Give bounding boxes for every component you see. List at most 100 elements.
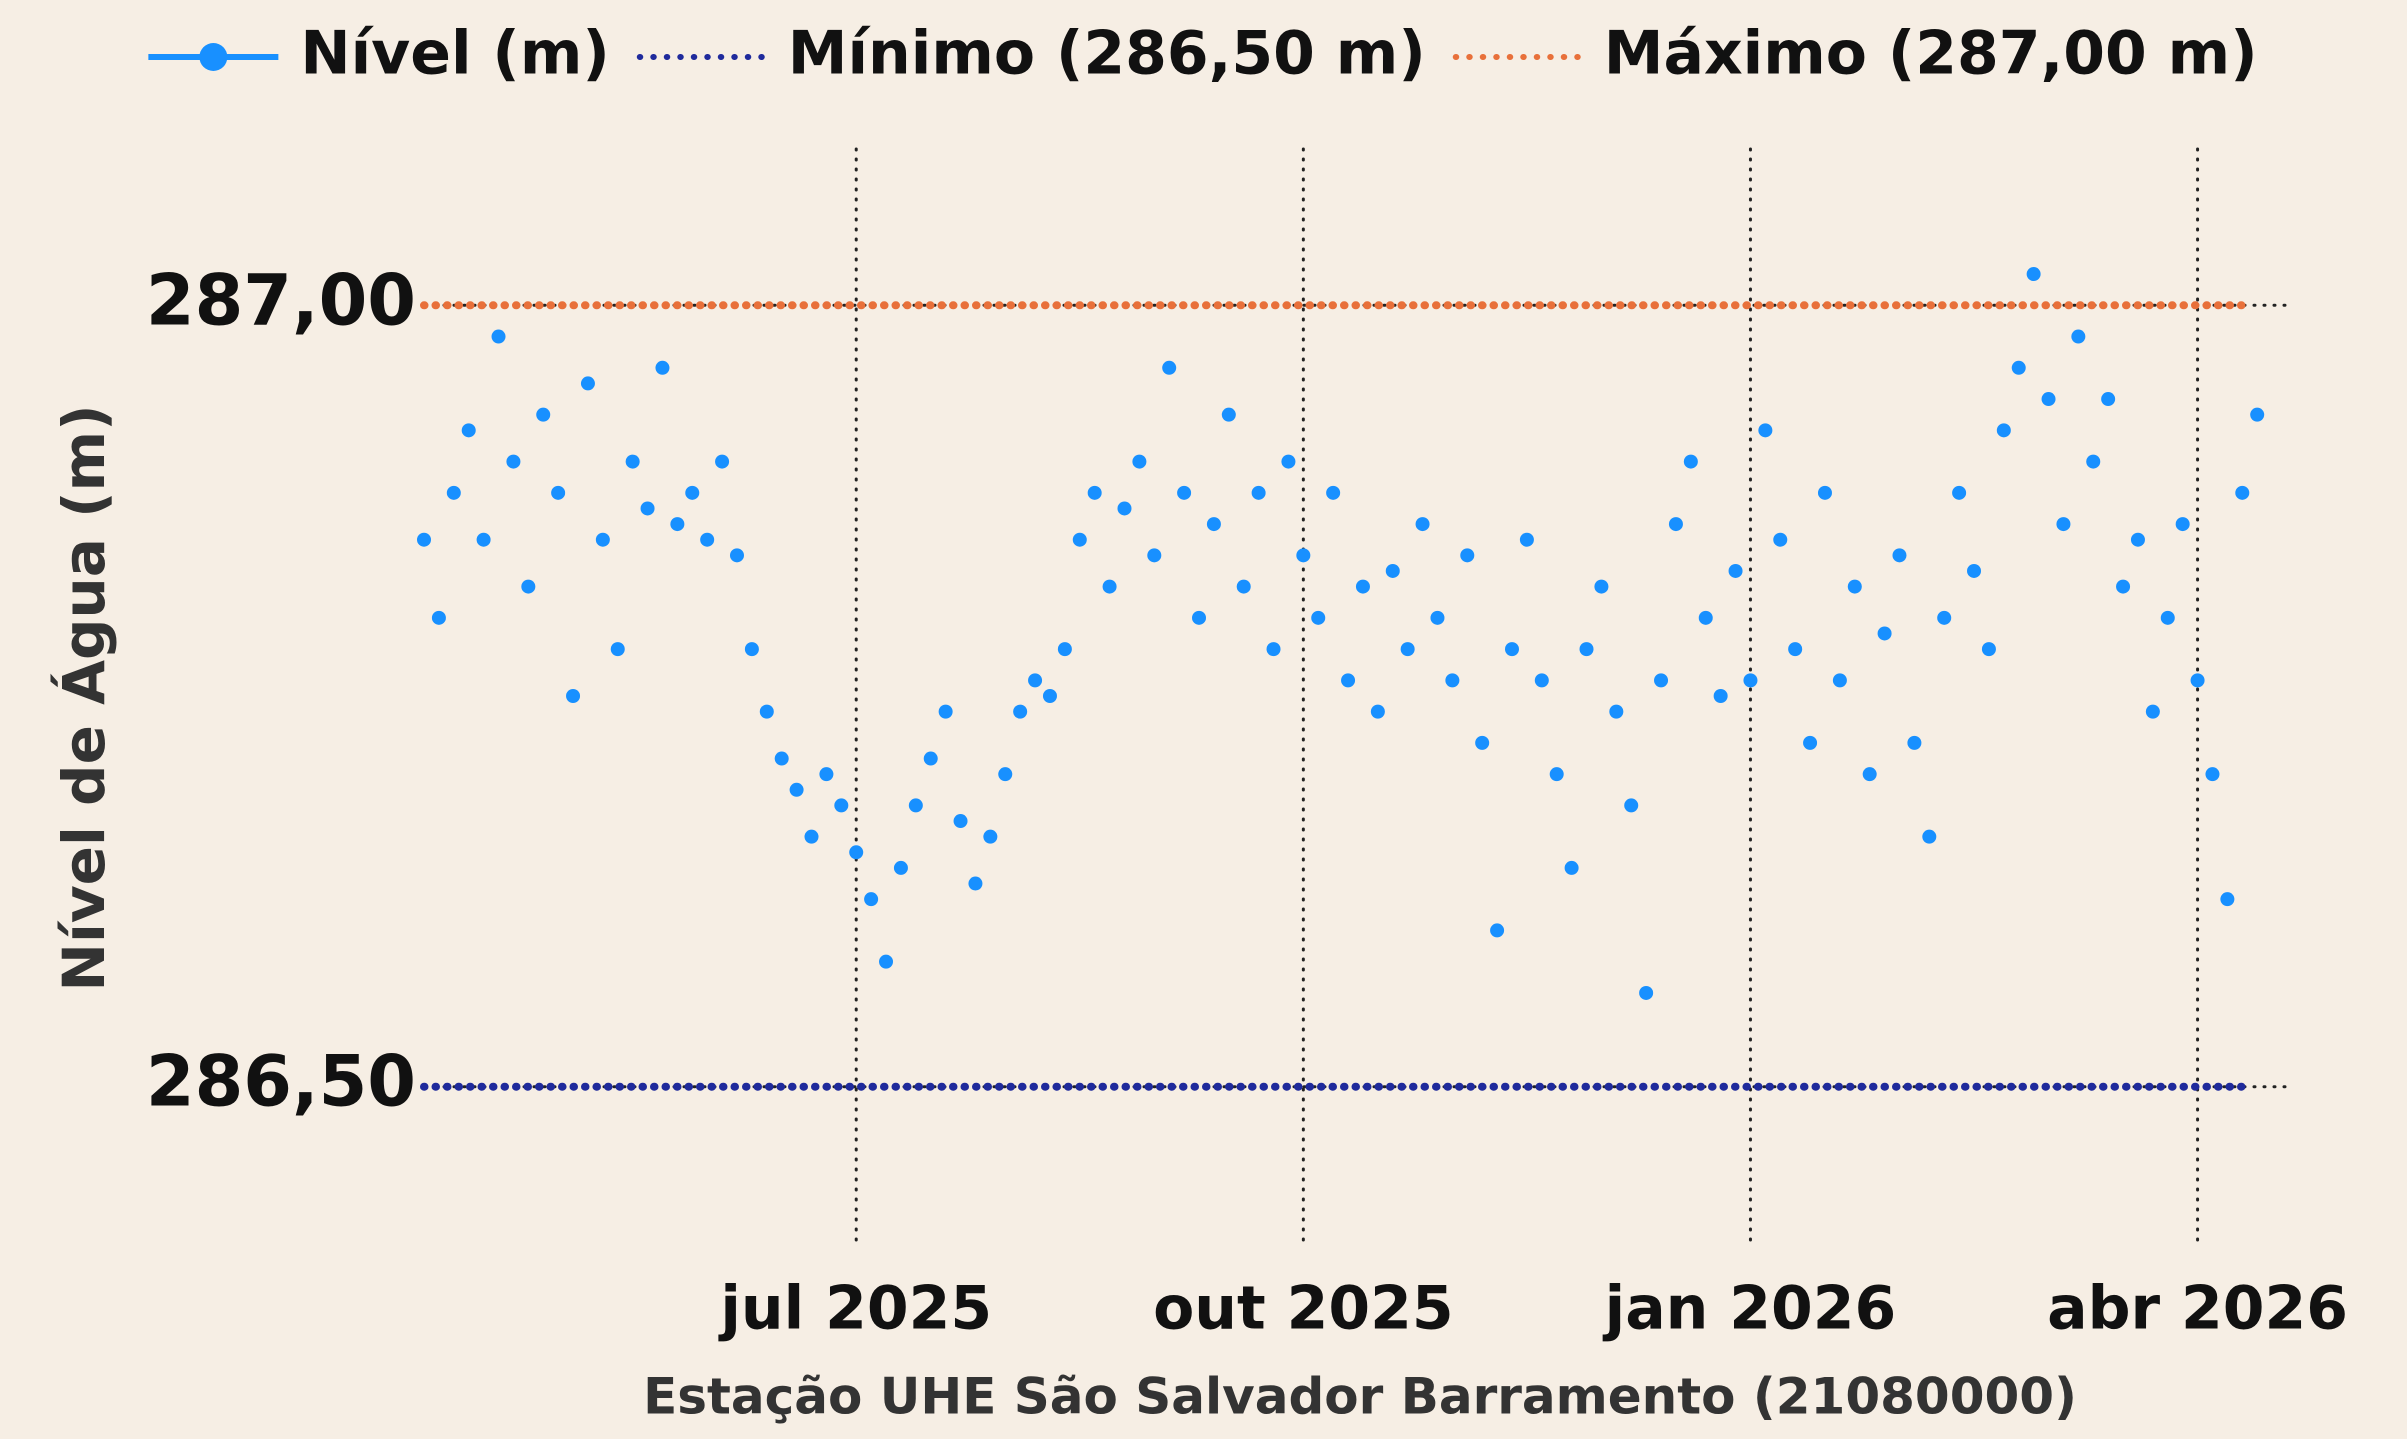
data-point (446, 485, 461, 500)
data-point (640, 501, 655, 516)
data-point (1668, 517, 1683, 532)
data-point (983, 829, 998, 844)
data-point (1847, 579, 1862, 594)
data-point (1743, 673, 1758, 688)
data-point (417, 532, 431, 547)
data-point (1296, 548, 1311, 563)
data-point (700, 532, 715, 547)
data-point (774, 751, 789, 766)
data-point (715, 454, 730, 469)
data-point (670, 517, 685, 532)
data-point (1773, 532, 1788, 547)
data-point (2175, 517, 2190, 532)
data-point (1832, 673, 1847, 688)
data-point (566, 689, 581, 703)
data-point (1013, 704, 1028, 719)
data-point (864, 892, 879, 907)
x-tick-label: jul 2025 (718, 1274, 992, 1344)
legend-symbol (199, 43, 228, 71)
data-point (491, 329, 506, 344)
data-point (1475, 735, 1490, 750)
data-point (804, 829, 819, 844)
data-point (580, 376, 595, 391)
data-point (2205, 767, 2220, 782)
data-point (1504, 642, 1519, 657)
data-point (476, 532, 491, 547)
data-point (1028, 673, 1043, 688)
data-point (1862, 767, 1877, 782)
data-point (1147, 548, 1162, 563)
data-point (789, 782, 804, 797)
legend-item: Máximo (287,00 m) (1452, 19, 2258, 89)
data-point (819, 767, 834, 782)
data-point (2130, 532, 2145, 547)
data-point (1042, 689, 1057, 703)
data-point (2071, 329, 2086, 344)
data-point (1713, 689, 1728, 703)
data-point (744, 642, 759, 657)
data-point (968, 876, 983, 891)
data-point (1445, 673, 1460, 688)
data-point (1341, 673, 1356, 688)
data-point (908, 798, 923, 813)
data-point (1788, 642, 1803, 657)
data-point (1311, 610, 1326, 625)
legend: Nível (m) Mínimo (286,50 m) Máximo (287,00… (148, 19, 2258, 89)
x-tick-label: jan 2026 (1603, 1274, 1897, 1344)
x-axis-title: Estação UHE São Salvador Barramento (210… (643, 1368, 2077, 1426)
data-point (1057, 642, 1072, 657)
data-point (1594, 579, 1609, 594)
data-point (1490, 923, 1505, 938)
data-point (1803, 735, 1818, 750)
data-point (1609, 704, 1624, 719)
data-point (1937, 610, 1952, 625)
data-point (461, 423, 476, 438)
data-point (2011, 360, 2026, 375)
data-point (1132, 454, 1147, 469)
legend-label: Mínimo (286,50 m) (788, 19, 1426, 89)
data-point (849, 845, 864, 860)
data-point (1236, 579, 1251, 594)
data-point (2160, 610, 2175, 625)
data-point (1370, 704, 1385, 719)
data-point (1639, 985, 1654, 1000)
data-point (1430, 610, 1445, 625)
data-point (431, 610, 446, 625)
data-point (1892, 548, 1907, 563)
data-point (2086, 454, 2101, 469)
data-point (953, 814, 968, 829)
data-point (655, 360, 670, 375)
data-point (1400, 642, 1415, 657)
data-point (1952, 485, 1967, 500)
data-point (685, 485, 700, 500)
data-point (1087, 485, 1102, 500)
data-point (879, 954, 894, 969)
data-point (1967, 563, 1982, 578)
data-point (834, 798, 849, 813)
data-point (2190, 673, 2205, 688)
data-point (2026, 267, 2041, 282)
data-point (1549, 767, 1564, 782)
y-axis-title: Nível de Água (m) (49, 404, 118, 991)
data-point (2041, 392, 2056, 407)
data-point (1221, 407, 1236, 422)
data-point (1192, 610, 1207, 625)
data-point (1072, 532, 1087, 547)
data-point (1877, 626, 1892, 641)
data-point (1922, 829, 1937, 844)
data-point (1177, 485, 1192, 500)
data-point (1728, 563, 1743, 578)
data-point (1579, 642, 1594, 657)
data-point (2220, 892, 2235, 907)
data-point (2235, 485, 2250, 500)
data-point (1251, 485, 1266, 500)
data-point (2056, 517, 2071, 532)
data-point (1996, 423, 2011, 438)
data-point (1534, 673, 1549, 688)
data-point (1117, 501, 1132, 516)
data-point (625, 454, 640, 469)
x-tick-label: abr 2026 (2047, 1274, 2348, 1344)
data-point (1266, 642, 1281, 657)
